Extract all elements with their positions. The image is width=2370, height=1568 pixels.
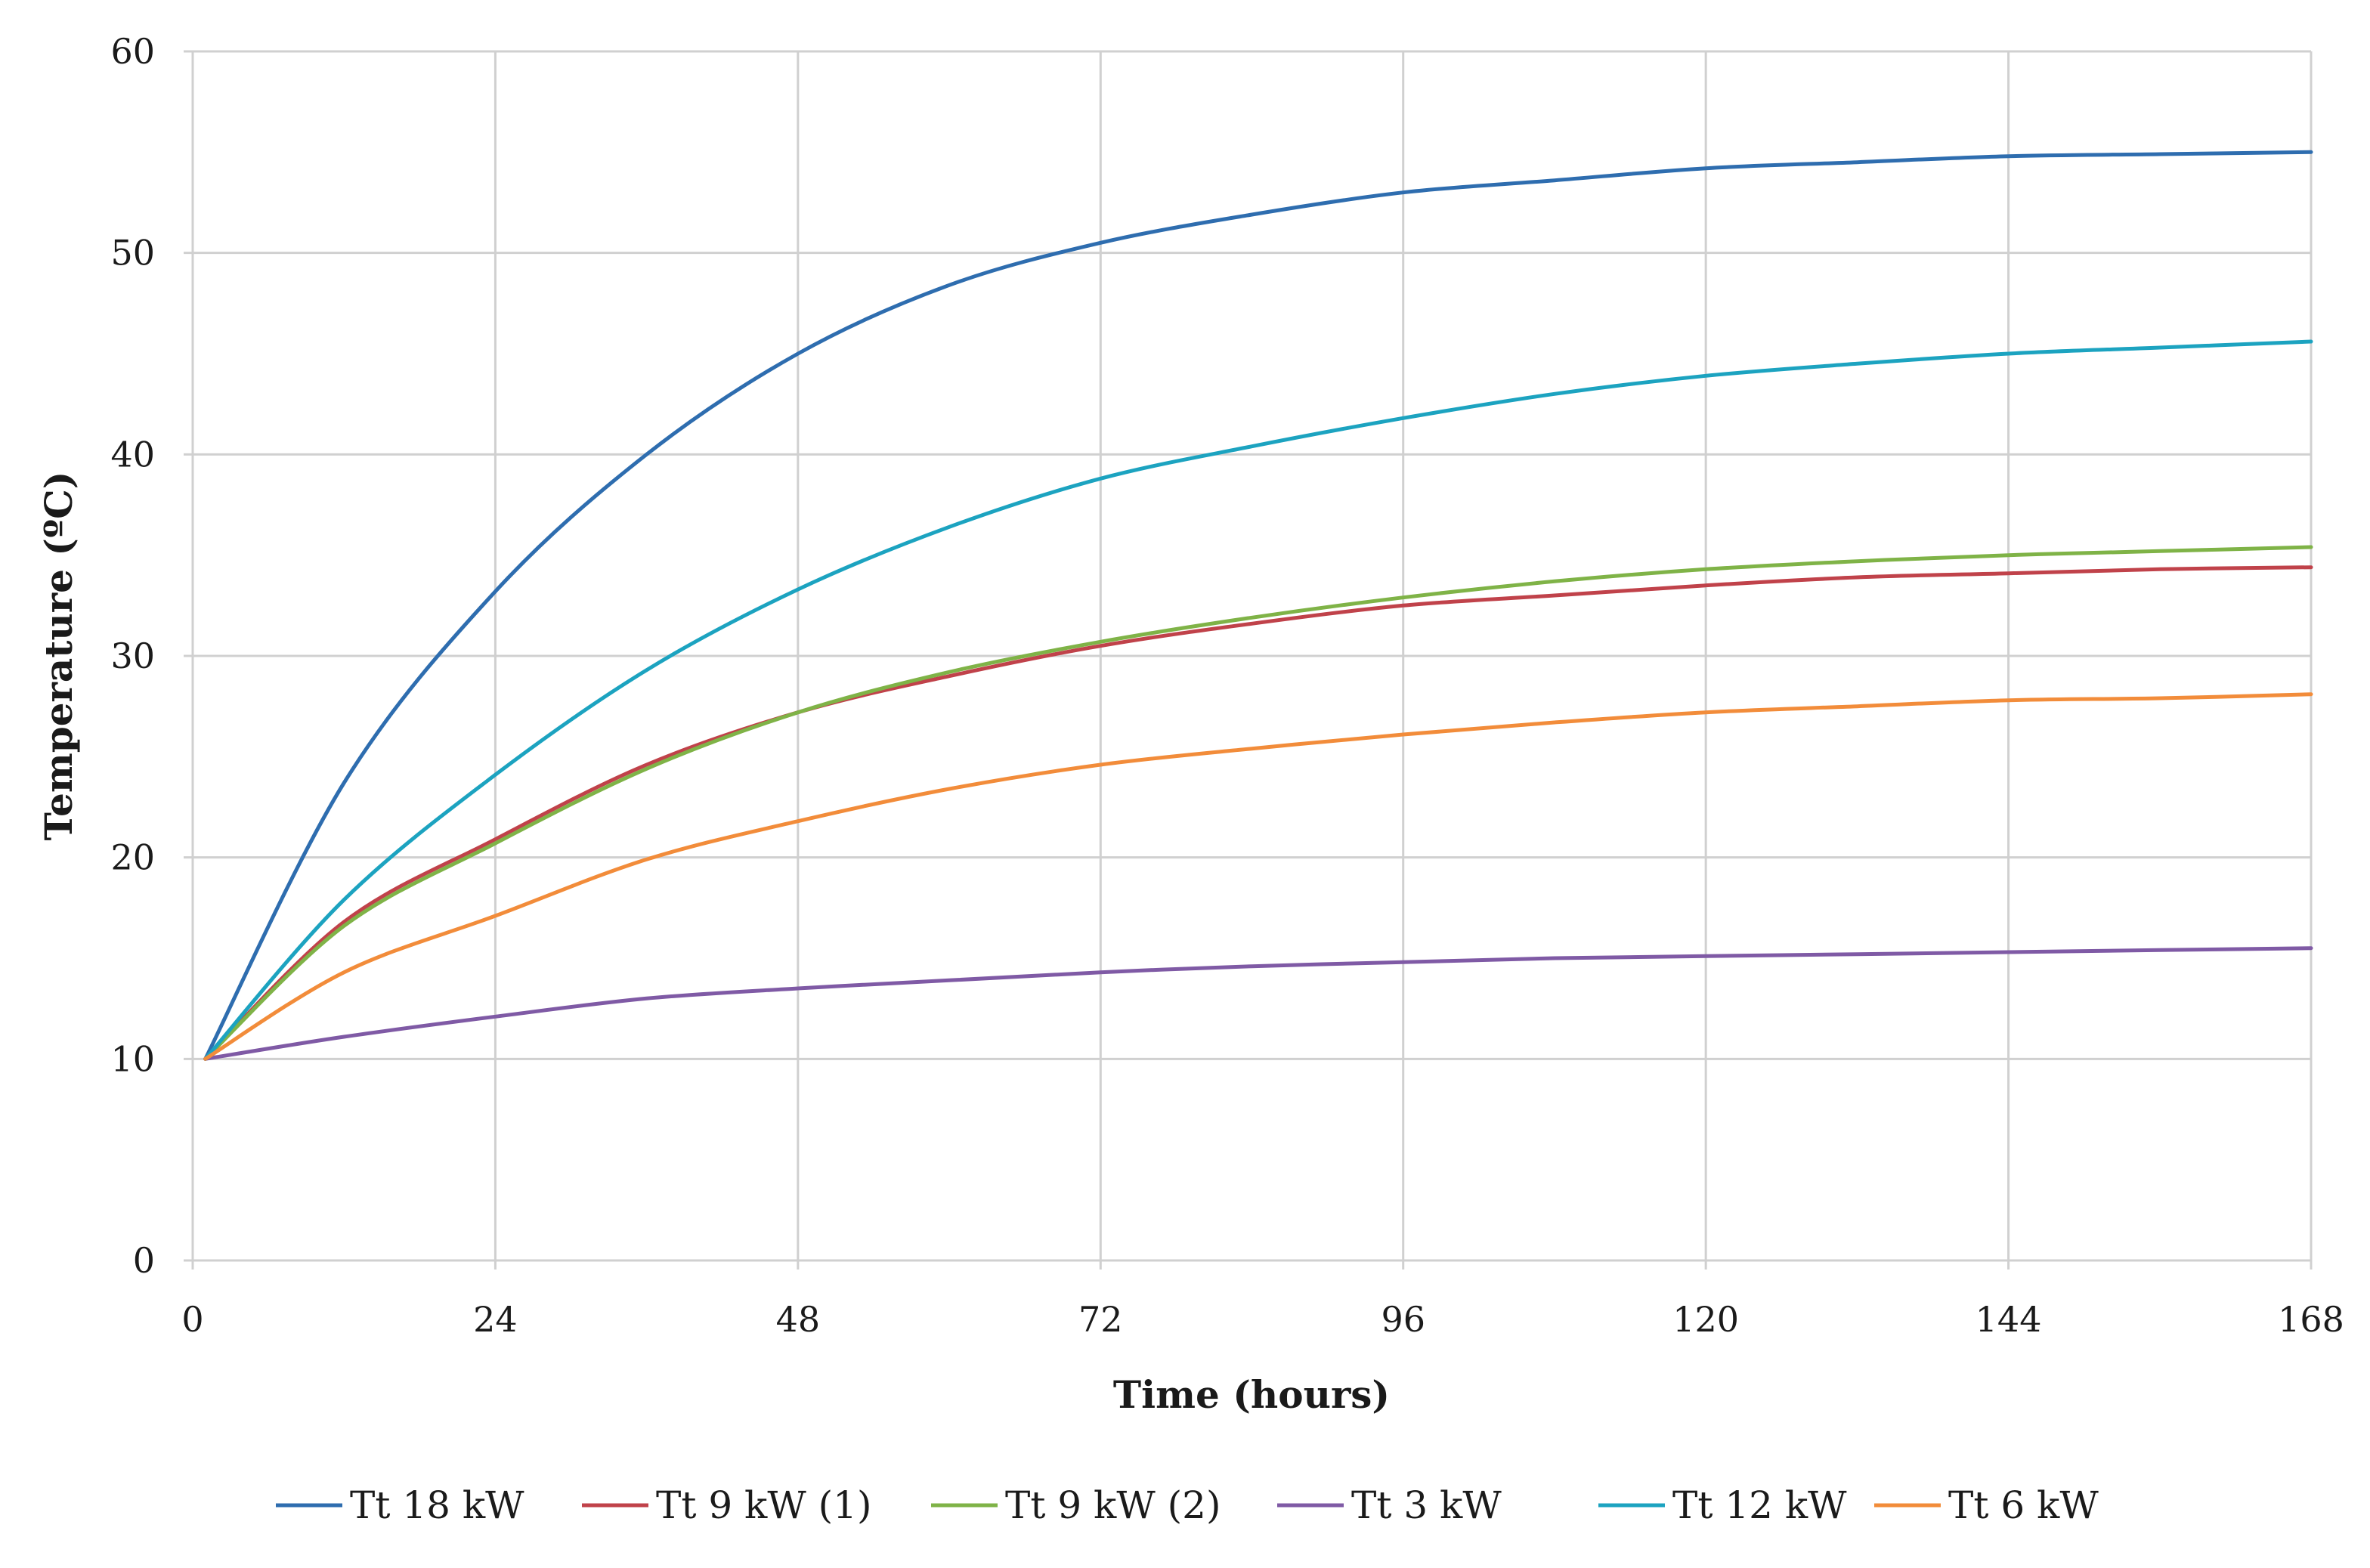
x-tick-label: 120 [1672,1299,1739,1340]
series-line-tt-9-kw-2 [203,545,2313,1061]
x-tick-label: 168 [2278,1299,2344,1340]
y-tick-label: 30 [110,636,155,676]
y-axis-ticks: 0 10 20 30 40 50 60 [110,31,155,1281]
legend: Tt 18 kW Tt 9 kW (1) Tt 9 kW (2) Tt 3 kW Tt … [276,1483,2099,1527]
x-tick-label: 24 [473,1299,518,1340]
gridlines [184,50,2313,1270]
legend-item-tt-9-kw-1: Tt 9 kW (1) [582,1483,871,1527]
legend-item-tt-12-kw: Tt 12 kW [1598,1483,1847,1527]
series-lines [203,150,2313,1061]
series-line-tt-3-kw [203,946,2313,1061]
x-axis-title: Time (hours) [1113,1372,1390,1417]
legend-label: Tt 6 kW [1948,1483,2099,1527]
x-tick-label: 48 [776,1299,821,1340]
x-tick-label: 144 [1976,1299,2042,1340]
y-tick-label: 20 [110,837,155,878]
x-tick-label: 0 [181,1299,203,1340]
series-line-tt-18-kw [203,150,2313,1061]
x-axis-ticks: 0 24 48 72 96 120 144 168 [181,1299,2344,1340]
y-tick-label: 40 [110,434,155,475]
y-tick-label: 50 [110,233,155,274]
legend-item-tt-3-kw: Tt 3 kW [1277,1483,1502,1527]
legend-label: Tt 9 kW (2) [1005,1483,1221,1527]
y-axis-title: Temperature (ºC) [36,472,81,841]
series-line-tt-9-kw-1 [203,565,2313,1061]
legend-item-tt-9-kw-2: Tt 9 kW (2) [931,1483,1221,1527]
legend-label: Tt 3 kW [1351,1483,1502,1527]
legend-item-tt-6-kw: Tt 6 kW [1874,1483,2099,1527]
series-line-tt-12-kw [203,339,2313,1061]
legend-item-tt-18-kw: Tt 18 kW [276,1483,524,1527]
x-tick-label: 96 [1381,1299,1425,1340]
series-line-tt-6-kw [203,692,2313,1061]
legend-label: Tt 12 kW [1672,1483,1847,1527]
y-tick-label: 60 [110,31,155,72]
y-tick-label: 0 [133,1240,155,1281]
y-tick-label: 10 [110,1038,155,1079]
legend-label: Tt 9 kW (1) [656,1483,871,1527]
legend-label: Tt 18 kW [350,1483,524,1527]
x-tick-label: 72 [1078,1299,1123,1340]
